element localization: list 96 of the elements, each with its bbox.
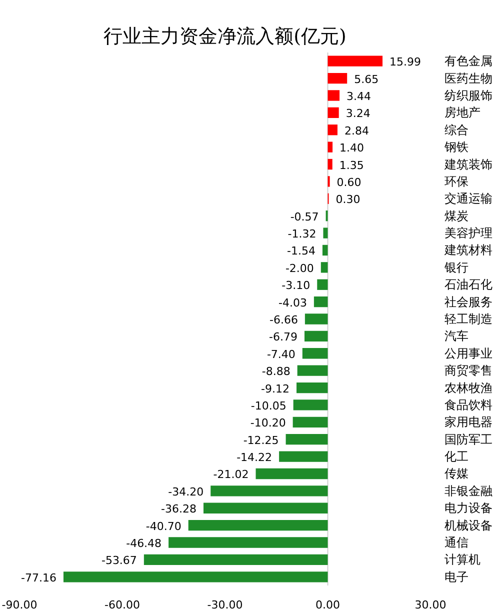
bar: [297, 365, 328, 376]
y-tick-label: 有色金属: [444, 54, 492, 68]
bar: [296, 382, 328, 394]
data-label: -21.02: [213, 468, 249, 482]
bar: [304, 330, 328, 342]
y-tick-label: 综合: [444, 122, 468, 137]
data-label: -9.12: [261, 382, 290, 396]
bar: [323, 228, 328, 238]
y-tick-label: 家用电器: [444, 415, 492, 430]
bar: [328, 142, 333, 152]
y-tick-label: 国防军工: [444, 432, 492, 446]
data-label: -40.70: [146, 520, 182, 533]
bar: [286, 434, 328, 445]
data-label: 0.30: [336, 193, 360, 206]
bar: [293, 400, 328, 410]
y-tick-label: 汽车: [444, 329, 468, 344]
y-tick-label: 非银金融: [444, 484, 492, 498]
y-tick-label: 交通运输: [444, 192, 492, 206]
bar: [328, 56, 383, 66]
data-label: -14.22: [236, 451, 272, 464]
data-label: 5.65: [354, 72, 379, 86]
data-label: -6.66: [269, 314, 298, 326]
y-tick-label: 农林牧渔: [444, 380, 492, 395]
data-label: -10.05: [250, 399, 286, 412]
y-tick-label: 美容护理: [444, 226, 492, 240]
data-label: -8.88: [262, 365, 290, 378]
bar: [314, 296, 328, 308]
bar: [328, 124, 338, 136]
y-tick-label: 银行: [444, 260, 468, 274]
data-label: 2.84: [344, 124, 369, 138]
bar: [63, 572, 328, 582]
y-tick-label: 环保: [444, 174, 468, 188]
x-tick-label: -90.00: [2, 598, 38, 612]
data-label: -6.79: [269, 330, 298, 344]
bar: [256, 468, 328, 480]
bar: [328, 158, 332, 170]
bar: [188, 520, 328, 531]
data-label: -12.25: [243, 434, 279, 447]
y-tick-label: 化工: [444, 450, 468, 464]
bar: [210, 486, 328, 496]
y-tick-label: 煤炭: [444, 208, 468, 223]
y-tick-label: 食品饮料: [444, 398, 492, 412]
x-tick-label: 30.00: [414, 598, 446, 612]
data-label: -2.00: [285, 262, 314, 275]
data-label: 1.35: [339, 158, 364, 172]
data-label: 0.60: [336, 176, 362, 189]
data-label: -53.67: [101, 554, 137, 568]
bar: [279, 451, 328, 462]
bar: [144, 554, 328, 566]
data-label: -10.20: [250, 416, 286, 430]
data-label: 15.99: [390, 56, 422, 69]
y-tick-label: 社会服务: [444, 294, 492, 309]
data-label: -34.20: [168, 485, 204, 498]
data-label: -3.10: [282, 279, 310, 292]
data-label: -1.54: [287, 244, 316, 258]
y-tick-label: 公用事业: [444, 346, 492, 360]
bar: [304, 314, 328, 324]
x-tick-label: 0.00: [316, 598, 340, 612]
bar: [328, 72, 348, 84]
y-tick-label: 机械设备: [444, 518, 492, 532]
y-tick-label: 电力设备: [444, 501, 492, 516]
x-tick-label: -30.00: [207, 598, 243, 612]
y-tick-label: 钢铁: [444, 140, 468, 154]
y-tick-label: 传媒: [444, 466, 468, 481]
bar: [328, 90, 340, 101]
data-label: -0.57: [290, 210, 319, 224]
data-label: -46.48: [126, 537, 162, 550]
y-tick-label: 通信: [444, 536, 468, 550]
y-tick-label: 轻工制造: [444, 312, 492, 326]
bar: [302, 348, 328, 359]
bar: [320, 262, 328, 273]
chart-title: 行业主力资金净流入额(亿元): [104, 26, 346, 48]
bar: [322, 244, 328, 256]
data-label: -4.03: [278, 296, 307, 310]
data-label: -1.32: [288, 228, 316, 241]
y-tick-label: 建筑装饰: [444, 157, 492, 172]
y-tick-label: 建筑材料: [444, 243, 492, 258]
data-label: 3.24: [346, 107, 370, 120]
bar: [317, 279, 328, 290]
bar: [168, 537, 328, 548]
data-label: 1.40: [340, 142, 364, 155]
bar: [203, 502, 328, 514]
data-label: -77.16: [21, 571, 56, 584]
data-label: -7.40: [266, 348, 296, 361]
data-label: 3.44: [346, 90, 372, 103]
y-tick-label: 纺织服饰: [444, 88, 492, 102]
y-tick-label: 商贸零售: [444, 364, 492, 378]
data-label: -36.28: [161, 502, 196, 516]
y-tick-label: 计算机: [444, 552, 480, 567]
y-tick-label: 房地产: [444, 106, 480, 120]
y-tick-label: 电子: [444, 570, 468, 584]
x-tick-label: -60.00: [104, 598, 140, 612]
y-tick-label: 石油石化: [444, 278, 492, 292]
bar: [292, 416, 328, 428]
y-tick-label: 医药生物: [444, 71, 492, 86]
bar: [328, 107, 339, 118]
